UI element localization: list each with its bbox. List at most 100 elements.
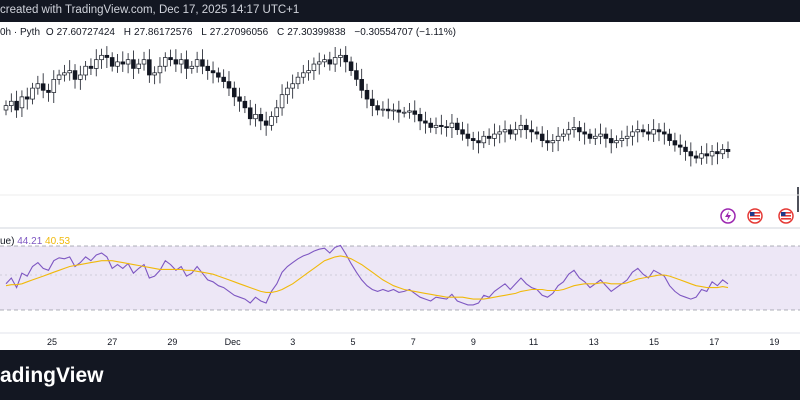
candle-body bbox=[40, 83, 46, 91]
candle-body bbox=[120, 61, 126, 65]
footer-bar: adingView bbox=[0, 350, 800, 400]
candle-body bbox=[200, 59, 205, 67]
candle-body bbox=[9, 100, 14, 106]
candle-body bbox=[417, 114, 423, 122]
candle-body bbox=[93, 59, 99, 69]
candle-body bbox=[720, 149, 725, 155]
time-axis-tick-label: Dec bbox=[225, 337, 242, 347]
time-axis-tick-label: 25 bbox=[47, 337, 57, 347]
candle-body bbox=[593, 135, 598, 139]
candle-body bbox=[407, 110, 412, 113]
candle-body bbox=[444, 126, 449, 128]
rsi-legend: ue) 44.21 40.53 bbox=[0, 236, 70, 247]
candle-body bbox=[476, 140, 481, 144]
candle-body bbox=[354, 70, 359, 80]
candle-body bbox=[56, 74, 62, 80]
candle-body bbox=[221, 76, 226, 82]
candle-body bbox=[104, 54, 110, 58]
candle-body bbox=[524, 124, 529, 131]
chart-canvas[interactable]: 25 27 29 Dec 3 5 7 9 11 13 15 17 19 bbox=[0, 0, 800, 350]
candle-body bbox=[152, 72, 157, 76]
candle-body bbox=[428, 122, 433, 128]
candle-body bbox=[640, 129, 646, 133]
candle-body bbox=[539, 133, 545, 141]
candle-body bbox=[454, 122, 460, 131]
candle-body bbox=[449, 122, 455, 128]
candle-body bbox=[470, 138, 476, 141]
time-axis-tick-label: 17 bbox=[709, 337, 719, 347]
candle-body bbox=[78, 74, 83, 80]
time-axis-tick-label: 15 bbox=[649, 337, 659, 347]
candle-body bbox=[545, 140, 550, 144]
candle-body bbox=[624, 135, 630, 139]
low-value: 27.27096056 bbox=[209, 27, 269, 38]
candle-body bbox=[290, 83, 295, 89]
candle-body bbox=[136, 63, 141, 69]
low-label: L bbox=[201, 27, 207, 38]
candle-body bbox=[269, 116, 274, 126]
candle-body bbox=[232, 87, 237, 98]
candle-body bbox=[460, 129, 465, 135]
candle-body bbox=[518, 124, 524, 131]
time-axis-labels: 25 27 29 Dec 3 5 7 9 11 13 15 17 19 bbox=[47, 337, 779, 347]
candle-body bbox=[141, 59, 147, 65]
rsi-band bbox=[0, 246, 800, 310]
lightning-icon[interactable] bbox=[720, 208, 736, 224]
candle-body bbox=[715, 151, 720, 155]
candle-body bbox=[630, 131, 635, 137]
candle-body bbox=[242, 100, 248, 109]
candle-body bbox=[30, 87, 35, 100]
candle-body bbox=[279, 94, 285, 109]
candle-body bbox=[672, 140, 678, 146]
candle-body bbox=[306, 70, 311, 74]
time-axis-tick-label: 5 bbox=[350, 337, 355, 347]
candle-body bbox=[316, 61, 322, 65]
candle-body bbox=[492, 133, 497, 139]
candle-body bbox=[513, 129, 518, 135]
candle-body bbox=[67, 70, 72, 74]
high-value: 27.86172576 bbox=[134, 27, 193, 38]
time-axis-tick-label: 13 bbox=[589, 337, 599, 347]
candle-body bbox=[46, 89, 51, 93]
time-axis-tick-label: 7 bbox=[411, 337, 416, 347]
candle-body bbox=[178, 59, 184, 65]
open-label: O bbox=[45, 27, 54, 38]
candle-body bbox=[688, 151, 694, 157]
candle-body bbox=[163, 57, 168, 67]
candle-body bbox=[210, 70, 216, 74]
us-flag-icon[interactable] bbox=[747, 208, 763, 224]
candle-body bbox=[401, 111, 407, 114]
candle-body bbox=[704, 153, 710, 157]
candle-body bbox=[364, 89, 370, 100]
rsi-ma-value: 40.53 bbox=[45, 236, 71, 247]
candle-body bbox=[677, 144, 683, 148]
candle-body bbox=[88, 65, 94, 69]
candle-body bbox=[646, 131, 651, 135]
candle-body bbox=[168, 57, 173, 61]
candle-body bbox=[338, 54, 343, 58]
time-axis-tick-label: 11 bbox=[529, 337, 538, 347]
candle-body bbox=[332, 57, 338, 65]
candle-body bbox=[147, 59, 152, 76]
candle-body bbox=[433, 124, 439, 128]
rsi-value: 44.21 bbox=[17, 236, 43, 247]
candle-body bbox=[635, 129, 641, 133]
candle-body bbox=[651, 129, 656, 135]
time-axis-tick-label: 9 bbox=[471, 337, 476, 347]
candle-body bbox=[534, 131, 540, 135]
candle-body bbox=[380, 108, 386, 111]
candle-body bbox=[391, 109, 396, 112]
candle-body bbox=[561, 133, 566, 137]
candle-body bbox=[619, 138, 625, 141]
candle-body bbox=[359, 79, 364, 91]
close-value: 27.30399838 bbox=[287, 27, 346, 38]
candle-body bbox=[699, 153, 704, 159]
candle-body bbox=[274, 107, 280, 117]
candle-body bbox=[295, 76, 301, 85]
candle-body bbox=[51, 79, 57, 93]
candle-body bbox=[608, 138, 614, 144]
candle-body bbox=[571, 127, 577, 131]
candle-body bbox=[582, 131, 587, 135]
us-flag-icon[interactable] bbox=[778, 208, 794, 224]
candle-body bbox=[709, 151, 715, 157]
